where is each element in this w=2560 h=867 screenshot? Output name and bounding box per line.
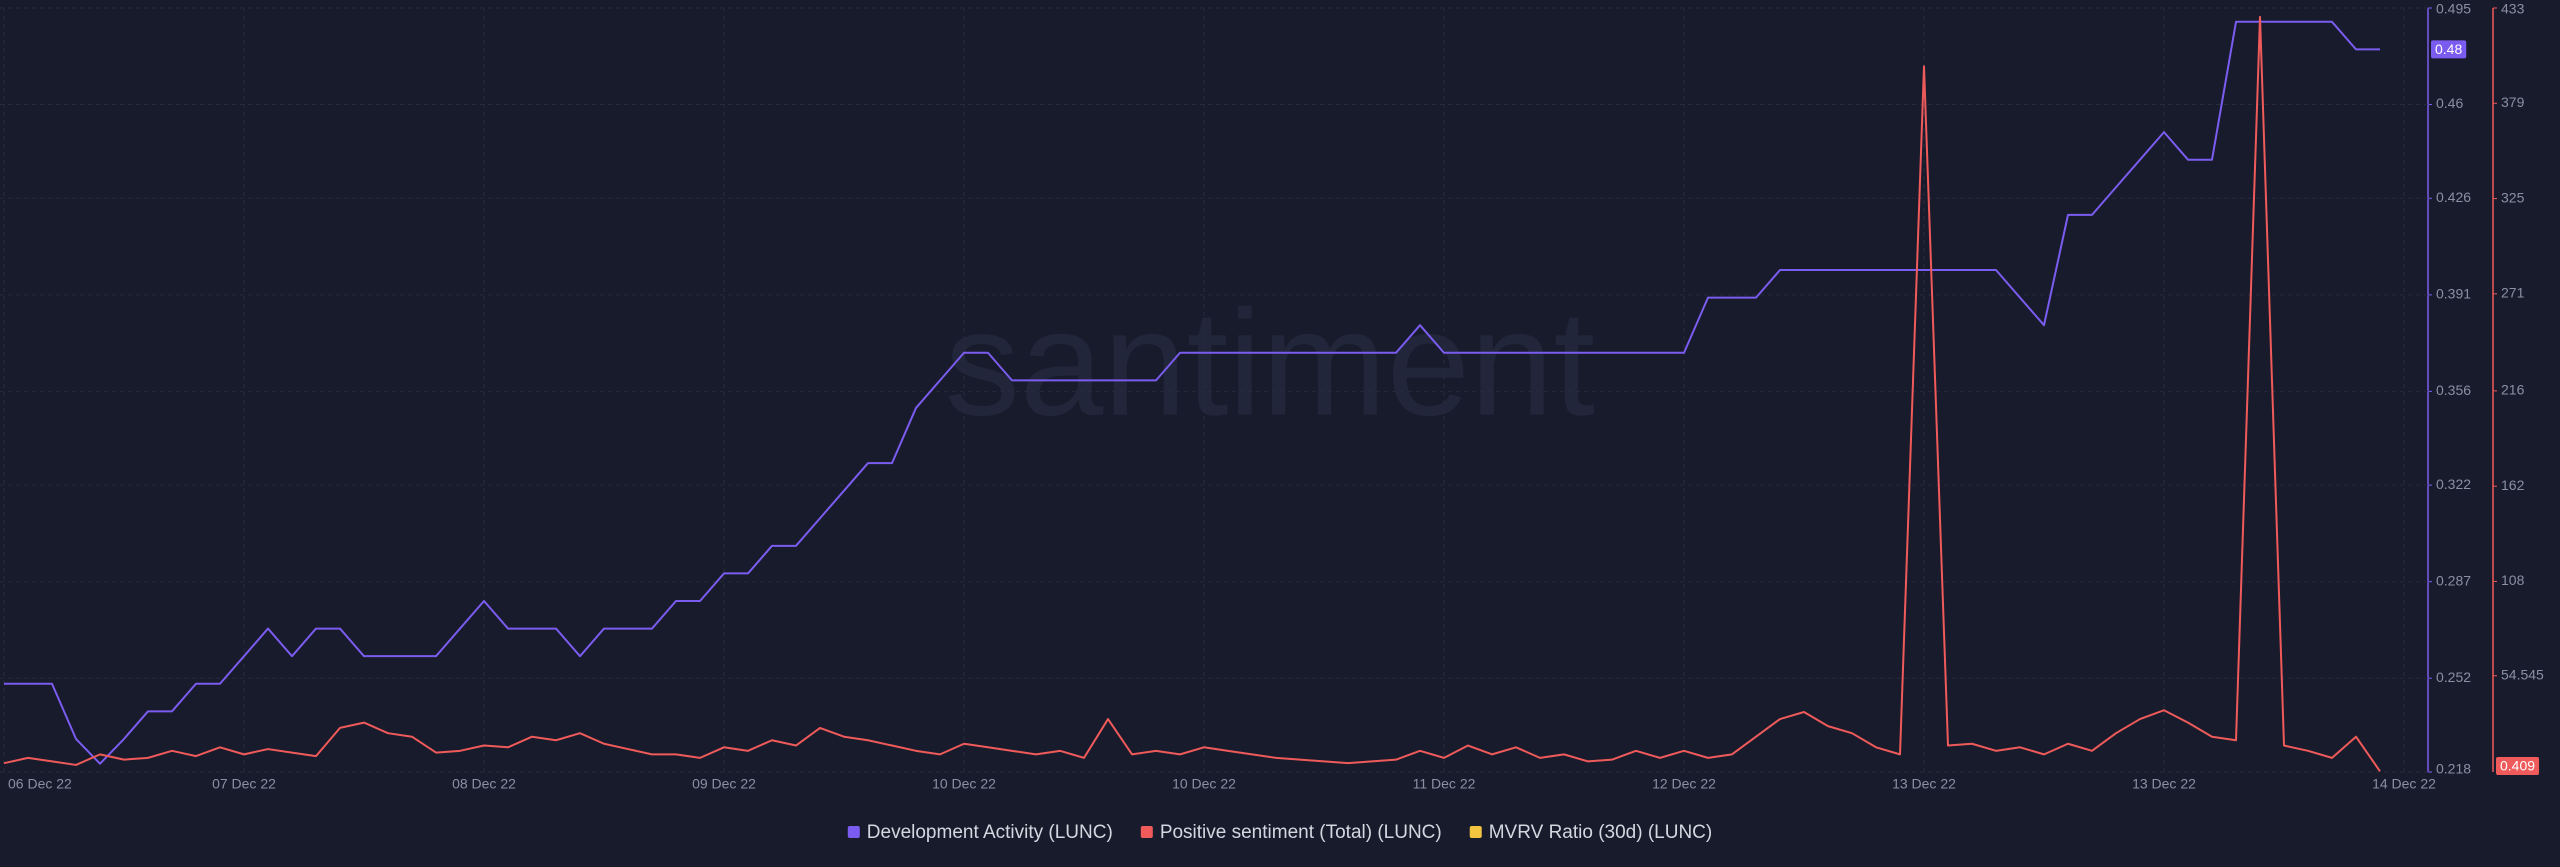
x-tick-label: 06 Dec 22 xyxy=(8,776,72,792)
y-tick-label: 0.356 xyxy=(2436,382,2471,398)
y-tick-label: 0.287 xyxy=(2436,572,2471,588)
series-line xyxy=(3,15,2381,772)
value-badge-label: 0.48 xyxy=(2435,41,2462,57)
y-tick-label: 0.252 xyxy=(2436,669,2471,685)
y-tick-label: 0.495 xyxy=(2436,1,2471,17)
y2-tick-label: 379 xyxy=(2501,94,2525,110)
y-tick-label: 0.391 xyxy=(2436,286,2471,302)
y-tick-label: 0.426 xyxy=(2436,189,2471,205)
y2-tick-label: 216 xyxy=(2501,382,2525,398)
legend-label: MVRV Ratio (30d) (LUNC) xyxy=(1489,822,1712,843)
x-tick-label: 07 Dec 22 xyxy=(212,776,276,792)
x-tick-label: 13 Dec 22 xyxy=(1892,776,1956,792)
x-tick-label: 10 Dec 22 xyxy=(1172,776,1236,792)
legend-swatch xyxy=(1140,826,1153,838)
y2-tick-label: 271 xyxy=(2501,285,2525,301)
value-badge xyxy=(2431,40,2467,59)
x-tick-label: 13 Dec 22 xyxy=(2132,776,2196,792)
x-tick-label: 11 Dec 22 xyxy=(1413,776,1476,792)
legend-swatch xyxy=(847,826,860,838)
y2-tick-label: 54.545 xyxy=(2501,666,2544,682)
value-badge-label: 0.409 xyxy=(2500,758,2535,774)
y2-tick-label: 162 xyxy=(2501,477,2525,493)
legend-label: Development Activity (LUNC) xyxy=(867,822,1113,843)
legend: Development Activity (LUNC) Positive sent… xyxy=(847,822,1712,843)
x-tick-label: 14 Dec 22 xyxy=(2372,776,2436,792)
x-tick-label: 10 Dec 22 xyxy=(932,776,996,792)
y2-tick-label: 108 xyxy=(2501,572,2525,588)
x-tick-label: 09 Dec 22 xyxy=(692,776,756,792)
value-badge xyxy=(2496,757,2540,775)
y2-tick-label: 325 xyxy=(2501,189,2525,205)
y-tick-label: 0.218 xyxy=(2436,761,2471,777)
x-tick-label: 08 Dec 22 xyxy=(452,776,516,792)
y-tick-label: 0.46 xyxy=(2436,95,2463,111)
x-tick-label: 12 Dec 22 xyxy=(1652,776,1716,792)
y-tick-label: 0.322 xyxy=(2436,476,2471,492)
series-line xyxy=(4,20,2380,765)
legend-label: Positive sentiment (Total) (LUNC) xyxy=(1160,822,1442,843)
watermark: santiment xyxy=(945,279,1595,447)
y2-tick-label: 433 xyxy=(2501,1,2525,17)
legend-swatch xyxy=(1469,826,1482,838)
